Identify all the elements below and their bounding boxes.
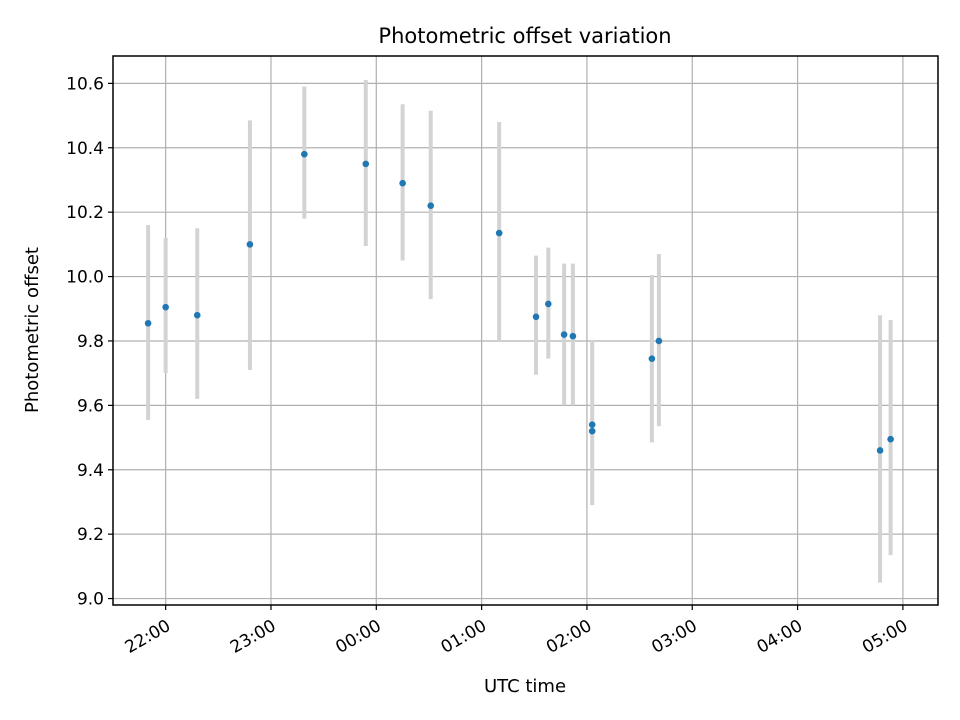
y-tick-label: 10.2 — [66, 203, 104, 223]
data-point — [399, 179, 406, 187]
y-tick-label: 9.4 — [77, 461, 104, 481]
data-point — [545, 300, 552, 308]
data-point — [648, 355, 656, 362]
data-points — [144, 150, 894, 454]
x-axis-title: UTC time — [484, 676, 566, 697]
data-point — [193, 311, 201, 319]
data-point — [144, 319, 152, 327]
data-point — [362, 160, 370, 168]
y-axis-title: Photometric offset — [22, 247, 43, 413]
data-point — [569, 332, 577, 340]
data-point — [655, 337, 663, 345]
data-point — [588, 421, 596, 428]
data-point — [532, 313, 540, 321]
data-point — [887, 435, 894, 443]
plot-frame — [112, 55, 939, 606]
y-tick-label: 9.0 — [77, 590, 104, 610]
y-tick-label: 9.2 — [77, 525, 104, 545]
data-point — [876, 447, 884, 454]
y-tick-label: 10.0 — [66, 268, 104, 288]
data-point — [495, 229, 503, 237]
y-axis-ticks: 9.0 9.2 9.4 9.6 9.8 10.0 10.2 10.4 10.6 — [66, 74, 113, 610]
y-tick-label: 9.8 — [77, 332, 104, 352]
y-tick-label: 9.6 — [77, 396, 104, 416]
data-point — [301, 150, 308, 158]
data-point — [588, 427, 596, 435]
data-point — [427, 202, 435, 210]
data-point — [162, 303, 169, 311]
y-tick-label: 10.6 — [66, 74, 104, 94]
data-point — [246, 241, 254, 248]
chart-title: Photometric offset variation — [378, 24, 671, 48]
data-point — [560, 331, 568, 338]
y-tick-label: 10.4 — [66, 139, 104, 159]
